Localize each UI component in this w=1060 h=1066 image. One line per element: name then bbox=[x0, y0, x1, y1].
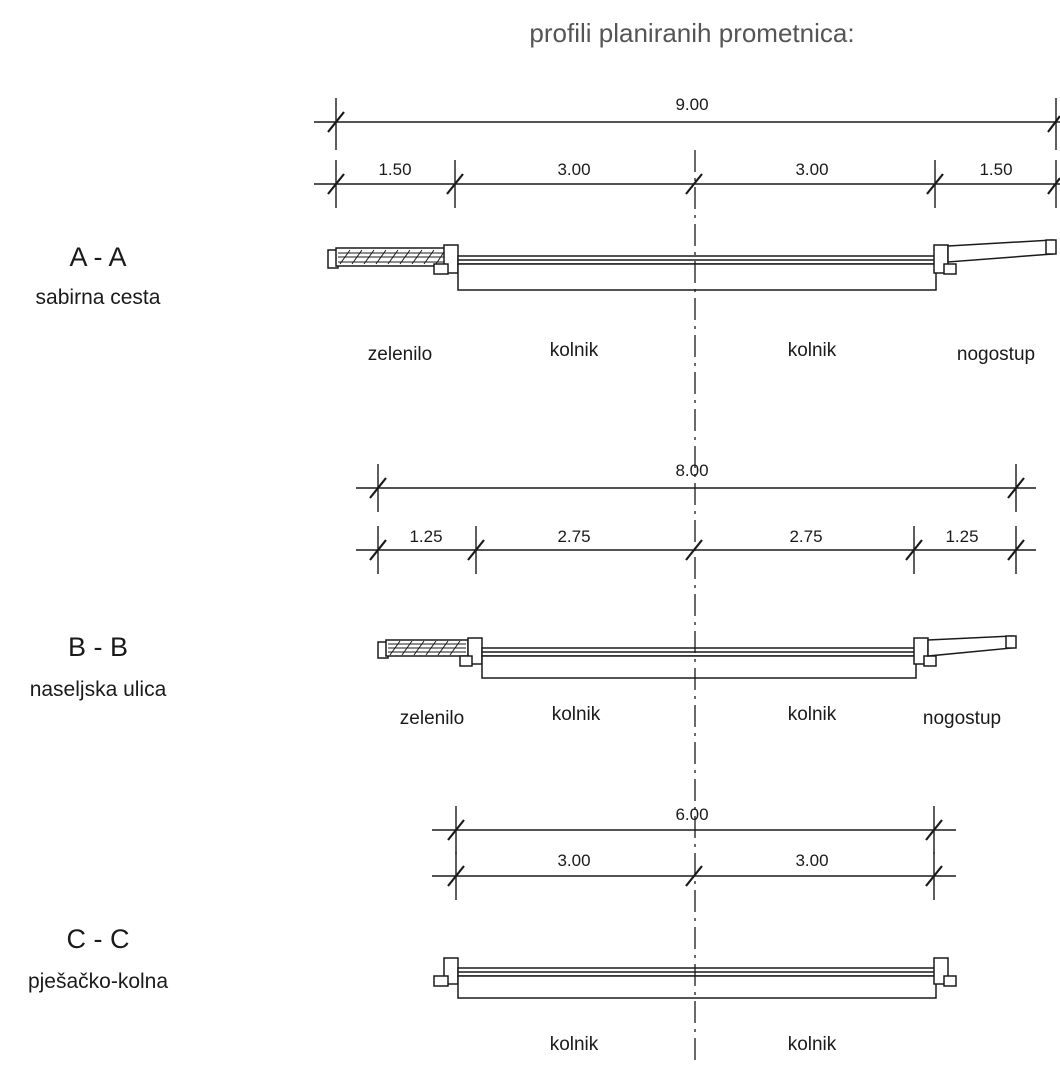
section-c-segment-2: 3.00 bbox=[795, 851, 828, 870]
section-a-profile bbox=[327, 239, 1057, 291]
drawing-title: profili planiranih prometnica: bbox=[529, 18, 854, 48]
section-a-segment-4: 1.50 bbox=[979, 160, 1012, 179]
section-b-segment-4: 1.25 bbox=[945, 527, 978, 546]
section-a-zone-1: zelenilo bbox=[368, 344, 432, 365]
section-c-zone-2: kolnik bbox=[788, 1034, 837, 1055]
section-c-profile bbox=[433, 957, 957, 999]
section-c-segment-dimension-line bbox=[432, 852, 956, 900]
section-c-total-width: 6.00 bbox=[675, 805, 708, 824]
section-a-segment-2: 3.00 bbox=[557, 160, 590, 179]
section-a-zone-2: kolnik bbox=[550, 340, 599, 361]
section-b-total-dimension-line bbox=[356, 464, 1036, 512]
section-c: C - C pješačko-kolna 6.00 3.00 3.00 bbox=[28, 805, 957, 1055]
section-a-zone-3: kolnik bbox=[788, 340, 837, 361]
section-b-total-width: 8.00 bbox=[675, 461, 708, 480]
section-b-segment-dimension-line bbox=[356, 526, 1036, 574]
section-a-total-width: 9.00 bbox=[675, 95, 708, 114]
section-b-zone-2: kolnik bbox=[552, 704, 601, 725]
section-c-code: C - C bbox=[67, 924, 130, 954]
section-c-zone-1: kolnik bbox=[550, 1034, 599, 1055]
section-a-zone-4: nogostup bbox=[957, 344, 1035, 365]
section-c-total-dimension-line bbox=[432, 806, 956, 854]
section-b-zone-1: zelenilo bbox=[400, 708, 464, 729]
section-b-zone-3: kolnik bbox=[788, 704, 837, 725]
section-a: A - A sabirna cesta 9.00 1.50 3.00 3.00 bbox=[36, 95, 1060, 365]
section-a-segment-3: 3.00 bbox=[795, 160, 828, 179]
section-a-total-dimension-line bbox=[314, 98, 1060, 150]
section-b-name: naseljska ulica bbox=[30, 678, 167, 701]
section-a-name: sabirna cesta bbox=[36, 286, 161, 309]
section-b-segment-1: 1.25 bbox=[409, 527, 442, 546]
section-a-segment-dimension-line bbox=[314, 160, 1060, 208]
section-b: B - B naseljska ulica 8.00 1.25 2.75 2.7… bbox=[30, 461, 1036, 729]
section-b-zone-4: nogostup bbox=[923, 708, 1001, 729]
section-a-segment-1: 1.50 bbox=[378, 160, 411, 179]
section-c-segment-1: 3.00 bbox=[557, 851, 590, 870]
section-b-segment-2: 2.75 bbox=[557, 527, 590, 546]
section-b-code: B - B bbox=[68, 632, 128, 662]
section-b-segment-3: 2.75 bbox=[789, 527, 822, 546]
section-c-name: pješačko-kolna bbox=[28, 970, 168, 993]
section-b-profile bbox=[377, 635, 1017, 679]
section-a-code: A - A bbox=[69, 242, 126, 272]
